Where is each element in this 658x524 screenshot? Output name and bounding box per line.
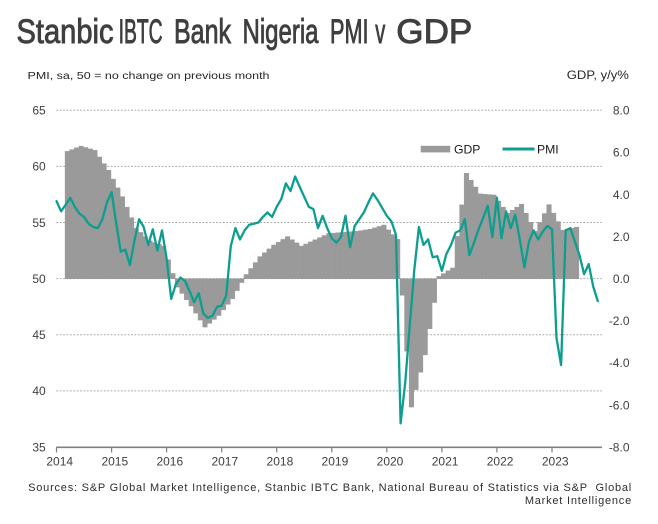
svg-text:2022: 2022 [487,455,514,469]
svg-text:45: 45 [32,328,46,342]
svg-text:2016: 2016 [156,455,183,469]
svg-text:PMI, sa, 50 = no change on pre: PMI, sa, 50 = no change on previous mont… [28,70,270,82]
svg-text:Stanbic: Stanbic [17,13,114,51]
svg-text:2017: 2017 [211,455,238,469]
svg-text:v: v [375,13,385,51]
svg-text:6.0: 6.0 [613,146,630,160]
svg-text:IBTC: IBTC [119,13,163,51]
svg-text:-6.0: -6.0 [609,398,630,412]
svg-text:2019: 2019 [322,455,349,469]
svg-text:8.0: 8.0 [613,104,630,118]
svg-text:2018: 2018 [267,455,294,469]
svg-text:2021: 2021 [432,455,459,469]
svg-text:-8.0: -8.0 [609,440,630,454]
svg-text:55: 55 [32,216,46,230]
svg-text:Nigeria: Nigeria [243,13,319,51]
svg-text:GDP, y/y%: GDP, y/y% [567,70,629,82]
svg-text:4.0: 4.0 [613,188,630,202]
svg-text:65: 65 [32,104,46,118]
svg-text:2015: 2015 [101,455,128,469]
svg-text:35: 35 [32,440,46,454]
svg-text:-2.0: -2.0 [609,314,630,328]
svg-text:2020: 2020 [377,455,404,469]
svg-text:40: 40 [32,384,46,398]
svg-text:2023: 2023 [542,455,569,469]
svg-text:-4.0: -4.0 [609,356,630,370]
svg-text:0.0: 0.0 [613,272,630,286]
svg-text:GDP: GDP [396,13,472,51]
svg-text:50: 50 [32,272,46,286]
svg-text:GDP: GDP [454,143,480,157]
svg-text:60: 60 [32,160,46,174]
svg-text:Bank: Bank [174,13,232,51]
svg-text:2014: 2014 [46,455,73,469]
svg-text:2.0: 2.0 [613,230,630,244]
svg-text:PMI: PMI [537,143,559,157]
svg-text:PMI: PMI [330,13,369,51]
